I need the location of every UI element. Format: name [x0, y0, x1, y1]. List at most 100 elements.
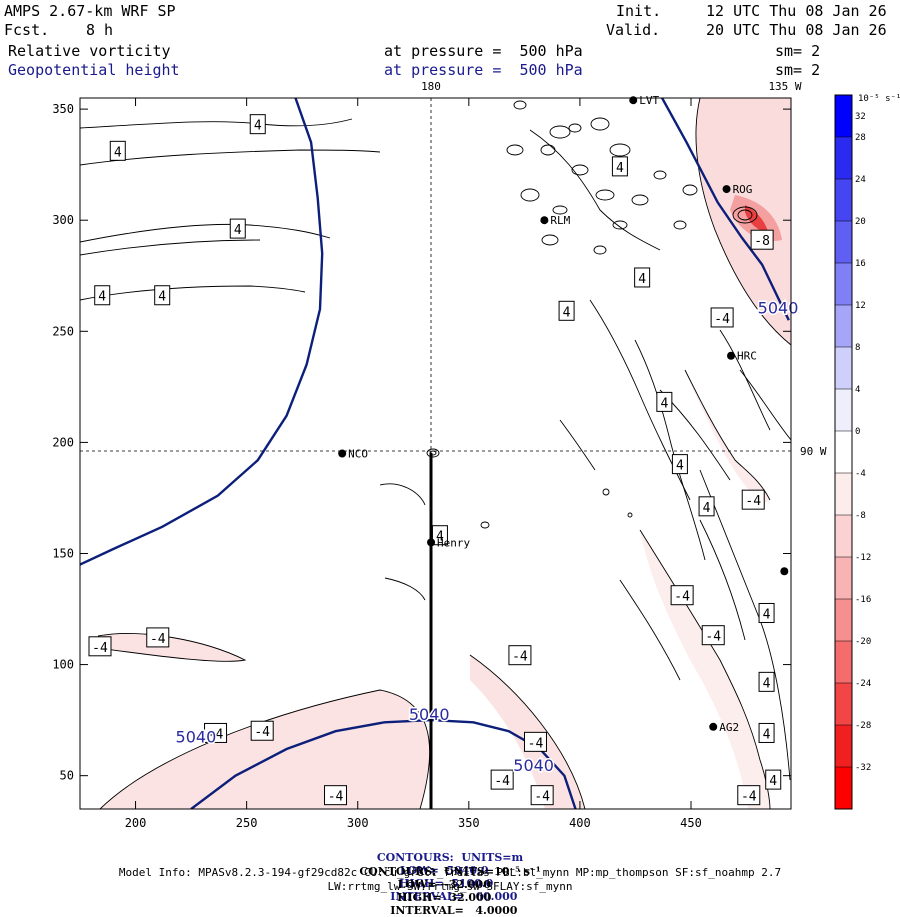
- vorticity-label-layer: 4 4 4 4 4 4 4 4 4 4 4 4 4 4 4 4 -8 -4 -4 -4 -4 -4 -4 -4 -4 -4 -4 -4…: [88, 114, 782, 806]
- vorticity-label: 4: [611, 156, 628, 177]
- vorticity-label-text: 4: [436, 530, 444, 545]
- height-contour-line: [80, 98, 324, 566]
- vorticity-label-box: [249, 114, 266, 135]
- axis-ticks: 200 250 300 350 400 450 50 100 150 200 250 300 350: [52, 98, 791, 830]
- forecast-label: Fcst.: [4, 21, 50, 39]
- vorticity-label: 4: [229, 218, 246, 239]
- colorbar-tick-label: -12: [855, 553, 871, 563]
- station-layer: NCO Henry HRC AG2 RLM ROG LVT: [338, 94, 789, 734]
- y-tick-label: 50: [60, 769, 74, 783]
- colorbar-tick-label: 0: [855, 427, 860, 437]
- station-label: RLM: [550, 214, 570, 227]
- vorticity-label: -4: [530, 785, 554, 806]
- model-title: AMPS 2.67-km WRF SP: [4, 2, 176, 20]
- vorticity-label-box: [758, 671, 775, 692]
- vorticity-label-box: [324, 785, 348, 806]
- station-marker: [427, 538, 436, 547]
- vorticity-label: 4: [94, 285, 111, 306]
- y-tick-label: 300: [52, 213, 74, 227]
- vorticity-label-text: 4: [763, 676, 771, 691]
- vorticity-shading: [98, 98, 791, 809]
- x-tick-label: 300: [347, 816, 369, 830]
- vorticity-label-text: -4: [512, 650, 528, 665]
- colorbar-tick-label: -20: [855, 637, 871, 647]
- station-marker: [709, 722, 718, 731]
- y-tick-label: 200: [52, 435, 74, 449]
- colorbar-swatch: [835, 557, 852, 600]
- colorbar-tick-label: -28: [855, 721, 871, 731]
- vorticity-label-text: 4: [234, 223, 242, 238]
- vorticity-label: 4: [109, 140, 126, 161]
- vorticity-label-text: -4: [528, 736, 544, 751]
- colorbar-swatch: [835, 347, 852, 390]
- colorbar-swatch: [835, 515, 852, 558]
- vorticity-label-text: 4: [616, 161, 624, 176]
- vorticity-label-box: [154, 285, 171, 306]
- field2-level: at pressure = 500 hPa: [384, 61, 583, 79]
- vorticity-label-box: [758, 722, 775, 743]
- valid-label: Valid.: [606, 21, 661, 39]
- vorticity-label-text: -4: [494, 774, 510, 789]
- vorticity-label-box: [656, 391, 673, 412]
- vorticity-label: -4: [324, 785, 348, 806]
- station-label: Henry: [437, 536, 470, 549]
- vorticity-label: -4: [250, 720, 274, 741]
- vorticity-label-box: [88, 636, 112, 657]
- height-contours: [80, 98, 790, 809]
- vorticity-low: LOW= -32.000: [397, 878, 491, 891]
- vorticity-label-text: 4: [254, 119, 262, 134]
- colorbar-swatch: [835, 641, 852, 684]
- height-contour-label: 5040: [176, 727, 217, 746]
- vorticity-label-box: [701, 625, 725, 646]
- station-label: LVT: [639, 94, 659, 107]
- colorbar-tick-label: 4: [855, 385, 860, 395]
- vorticity-label-text: -4: [254, 725, 270, 740]
- station-marker: [727, 351, 736, 360]
- colorbar-tick-label: -24: [855, 679, 871, 689]
- colorbar-tick-label: 28: [855, 133, 866, 143]
- height-contour-label: 5040: [758, 299, 799, 318]
- vorticity-label: -4: [701, 625, 725, 646]
- height-contour-label: 5040: [513, 756, 554, 775]
- forecast-value: 8 h: [86, 21, 114, 39]
- vorticity-label-box: [523, 731, 547, 752]
- height-low: LOW= 5040.0: [399, 864, 489, 877]
- vorticity-label-text: -4: [741, 790, 757, 805]
- x-tick-label: 450: [680, 816, 702, 830]
- vorticity-label: 4: [558, 300, 575, 321]
- vorticity-label-box: [431, 525, 448, 546]
- x-tick-label: 250: [236, 816, 258, 830]
- vorticity-label-text: 4: [563, 305, 571, 320]
- colorbar-swatch: [835, 221, 852, 264]
- vorticity-label-box: [146, 627, 170, 648]
- colorbar-tick-label: 8: [855, 343, 860, 353]
- colorbar: 28 24 20 16 12 8 4 0 -4 -8 -12 -16 -20 -24 -28 -32 32: [834, 94, 871, 810]
- vorticity-label-text: -4: [705, 630, 721, 645]
- vorticity-label-box: [109, 140, 126, 161]
- model-info-physics: LW:rrtmg_lw SW:rrtmg_sw SFLAY:sf_mynn: [327, 880, 573, 893]
- vorticity-label-box: [741, 489, 765, 510]
- colorbar-unit: 10⁻⁵ s⁻¹: [858, 94, 900, 104]
- field2-smoothing: sm= 2: [775, 61, 821, 79]
- colorbar-tick-label: -8: [855, 511, 866, 521]
- vorticity-label-text: -4: [328, 790, 344, 805]
- vorticity-label: 4: [154, 285, 171, 306]
- vorticity-label: 4: [656, 391, 673, 412]
- vorticity-label: -4: [523, 731, 547, 752]
- y-tick-label: 350: [52, 102, 74, 116]
- vorticity-label-box: [490, 769, 514, 790]
- station-marker: [629, 96, 638, 105]
- vorticity-label: 4: [634, 267, 651, 288]
- colorbar-tick-label: -32: [855, 763, 871, 773]
- vorticity-label-text: 4: [114, 145, 122, 160]
- vorticity-label-box: [508, 645, 532, 666]
- vorticity-label-text: 4: [638, 272, 646, 287]
- meridian-label: 180: [421, 80, 441, 93]
- vorticity-label-box: [765, 769, 782, 790]
- vorticity-label: -4: [490, 769, 514, 790]
- height-units: CONTOURS: UNITS=m: [376, 851, 524, 864]
- colorbar-swatch: [835, 683, 852, 726]
- vorticity-label: -4: [88, 636, 112, 657]
- colorbar-swatch: [835, 95, 852, 138]
- vorticity-label-text: -4: [534, 790, 550, 805]
